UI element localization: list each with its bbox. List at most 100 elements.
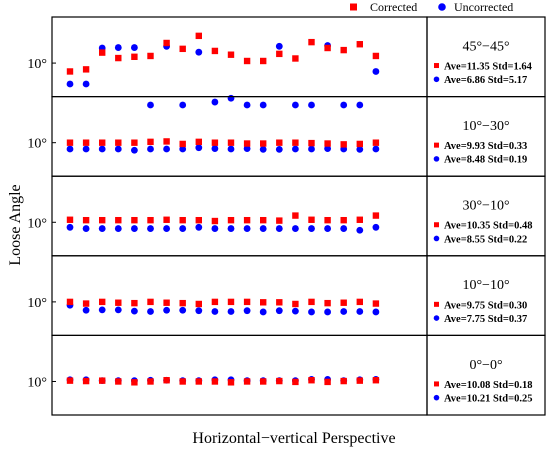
corrected-point [99,377,106,384]
uncorrected-point [131,225,138,232]
uncorrected-point [259,225,267,232]
uncorrected-point [82,225,90,232]
corrected-point [163,216,170,223]
uncorrected-point [195,144,203,152]
uncorrected-point [195,48,203,56]
stats-uncorrected: Ave=6.86 Std=5.17 [444,75,527,86]
uncorrected-point [66,80,74,88]
uncorrected-point [163,225,171,232]
corrected-point [66,139,74,146]
corrected-point [340,216,347,224]
corrected-point [131,53,138,60]
corrected-point [372,300,380,307]
uncorrected-point [211,98,219,106]
corrected-point [308,216,315,223]
corrected-point [292,212,299,219]
uncorrected-point [163,306,171,314]
corrected-point [227,379,235,386]
uncorrected-point [195,223,203,231]
panel-2: 10° 10°−30° Ave=9.93 Std=0.33 Ave=8.48 Std=… [27,95,546,177]
corrected-point [260,140,267,147]
uncorrected-point [292,101,299,109]
panels: 10° 45°−45° Ave=11.35 Std=1.64 Ave=6.86 Std… [27,16,546,416]
uncorrected-point [292,145,299,153]
corrected-point [356,298,363,306]
corrected-point [163,39,170,47]
uncorrected-point [98,145,106,153]
corrected-point [243,140,251,147]
stats-corrected-marker [434,63,439,69]
stats-uncorrected-marker [433,76,440,83]
corrected-point [82,66,90,73]
corrected-point [356,41,363,48]
corrected-point [227,298,235,306]
corrected-point [276,299,283,306]
corrected-point [356,140,363,148]
uncorrected-point [66,223,74,231]
corrected-point [195,300,202,308]
corrected-point [260,378,267,385]
corrected-point [99,139,106,146]
corrected-point [340,46,347,54]
uncorrected-point [211,308,219,315]
uncorrected-point [259,308,267,316]
uncorrected-point [243,225,251,232]
uncorrected-point [179,145,187,153]
uncorrected-point [356,101,364,109]
stats-corrected: Ave=11.35 Std=1.64 [444,62,533,73]
plot-frame [51,175,428,257]
stats-corrected: Ave=9.93 Std=0.33 [444,141,527,152]
uncorrected-point [259,101,267,109]
corrected-point [324,140,331,147]
corrected-point [292,139,299,146]
corrected-point [372,377,380,384]
corrected-point [211,139,219,146]
corrected-point [260,299,267,306]
corrected-point [243,216,251,224]
corrected-point [292,55,299,62]
corrected-point [115,139,122,146]
corrected-point [340,141,347,148]
uncorrected-point [211,145,219,152]
corrected-point [308,377,315,384]
corrected-point [179,299,186,307]
plot-frame [51,16,428,98]
corrected-point [324,378,331,386]
corrected-point [131,216,138,224]
corrected-point [356,377,363,384]
corrected-point [308,139,315,147]
uncorrected-point [324,145,331,152]
corrected-point [211,217,219,225]
corrected-point [372,52,380,60]
uncorrected-point [163,145,171,153]
uncorrected-point [356,145,364,153]
uncorrected-point [292,225,299,232]
corrected-point [82,377,90,385]
corrected-point [66,298,74,306]
legend-uncorrected-marker [438,3,446,11]
uncorrected-point [308,101,315,109]
corrected-point [115,216,122,224]
legend: Corrected Uncorrected [350,0,513,14]
corrected-point [147,138,154,146]
uncorrected-point [372,308,380,316]
corrected-point [227,139,235,146]
corrected-point [82,216,90,224]
corrected-point [324,216,331,224]
uncorrected-point [243,101,251,109]
uncorrected-point [131,146,138,154]
uncorrected-point [179,306,187,314]
corrected-point [131,139,138,146]
corrected-point [66,68,74,75]
uncorrected-point [114,225,122,232]
uncorrected-point [195,307,203,315]
uncorrected-point [66,145,74,153]
corrected-point [276,50,283,58]
corrected-point [292,300,299,308]
stats-uncorrected: Ave=7.75 Std=0.37 [444,314,527,325]
corrected-point [211,298,219,306]
stats-uncorrected-marker [433,235,440,242]
uncorrected-point [82,145,90,153]
uncorrected-point [131,307,138,315]
corrected-point [179,216,186,224]
